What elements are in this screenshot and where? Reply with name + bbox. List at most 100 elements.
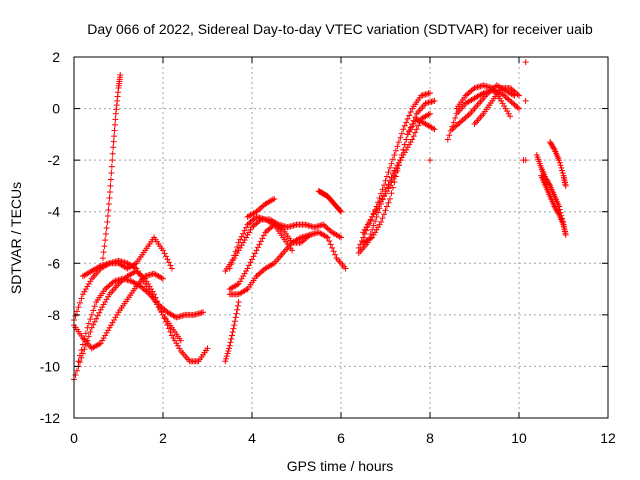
data-point xyxy=(383,184,390,191)
data-point xyxy=(223,355,230,362)
data-point xyxy=(103,296,110,303)
data-point xyxy=(379,196,386,203)
data-point xyxy=(228,335,235,342)
data-point xyxy=(171,337,178,344)
data-point xyxy=(177,337,184,344)
data-point xyxy=(106,282,113,289)
series-arc-x xyxy=(547,139,569,189)
data-point xyxy=(385,169,392,176)
data-point xyxy=(241,270,248,277)
data-point xyxy=(99,255,106,262)
data-point xyxy=(364,239,371,246)
data-point xyxy=(105,206,112,213)
data-point xyxy=(243,234,250,241)
data-point xyxy=(381,192,388,199)
data-point xyxy=(246,262,253,269)
data-point xyxy=(226,345,233,352)
data-point xyxy=(253,220,260,227)
data-point xyxy=(228,332,235,339)
series-arc-e xyxy=(79,234,175,280)
data-point xyxy=(514,91,521,98)
data-point xyxy=(269,261,276,268)
data-point xyxy=(251,221,258,228)
data-point xyxy=(550,144,557,151)
data-point xyxy=(552,204,559,211)
data-point xyxy=(235,280,242,287)
data-point xyxy=(297,239,304,246)
data-point xyxy=(326,226,333,233)
data-point xyxy=(114,311,121,318)
data-point xyxy=(395,139,402,146)
data-point xyxy=(158,274,165,281)
data-point xyxy=(366,219,373,226)
data-point xyxy=(105,283,112,290)
data-point xyxy=(400,151,407,158)
data-point xyxy=(225,347,232,354)
data-point xyxy=(229,256,236,263)
data-point xyxy=(104,213,111,220)
y-tick-label: 2 xyxy=(52,49,60,65)
data-point xyxy=(379,215,386,222)
x-tick-label: 10 xyxy=(511,430,527,446)
y-tick-label: -8 xyxy=(48,307,61,323)
data-point xyxy=(82,286,89,293)
data-point xyxy=(110,144,117,151)
data-point xyxy=(161,306,168,313)
data-point xyxy=(513,102,520,109)
data-point xyxy=(508,86,515,93)
data-point xyxy=(100,335,107,342)
data-point xyxy=(262,229,269,236)
data-point xyxy=(389,170,396,177)
data-point xyxy=(413,126,420,133)
data-point xyxy=(253,273,260,280)
data-point xyxy=(431,97,438,104)
data-point xyxy=(507,113,514,120)
data-point xyxy=(549,142,556,149)
data-point xyxy=(376,205,383,212)
data-point xyxy=(131,261,138,268)
data-point xyxy=(507,84,514,91)
data-point xyxy=(545,180,552,187)
data-point xyxy=(100,249,107,256)
data-point xyxy=(516,105,522,112)
data-point xyxy=(257,269,264,276)
data-point xyxy=(462,114,469,121)
data-point xyxy=(102,298,109,305)
data-point xyxy=(224,350,231,357)
y-tick-label: -6 xyxy=(48,255,61,271)
data-point xyxy=(200,309,207,316)
data-point xyxy=(385,181,392,188)
data-point xyxy=(456,119,463,126)
data-point xyxy=(465,112,472,119)
data-point xyxy=(398,154,405,161)
data-point xyxy=(337,207,344,214)
data-point xyxy=(404,144,411,151)
data-point xyxy=(204,345,211,352)
data-point xyxy=(361,226,368,233)
data-point xyxy=(467,88,474,95)
data-point xyxy=(97,306,104,313)
data-point xyxy=(263,228,270,235)
data-point xyxy=(247,259,254,266)
data-point xyxy=(246,220,253,227)
data-point xyxy=(96,309,103,316)
data-point xyxy=(502,93,509,100)
data-point xyxy=(75,304,82,311)
series-arc-m xyxy=(315,188,344,215)
data-point xyxy=(238,275,245,282)
data-point xyxy=(111,133,118,140)
data-point xyxy=(223,353,230,360)
data-point xyxy=(259,203,266,210)
data-point xyxy=(406,141,413,148)
data-point xyxy=(103,329,110,336)
data-point xyxy=(259,235,266,242)
data-point xyxy=(246,229,253,236)
data-point xyxy=(391,167,398,174)
series-arc-w xyxy=(538,172,569,238)
data-point xyxy=(381,211,388,218)
data-point xyxy=(231,318,238,325)
data-point xyxy=(459,117,466,124)
series-arc-b xyxy=(71,257,184,344)
data-point xyxy=(110,138,117,145)
data-point xyxy=(403,146,410,153)
